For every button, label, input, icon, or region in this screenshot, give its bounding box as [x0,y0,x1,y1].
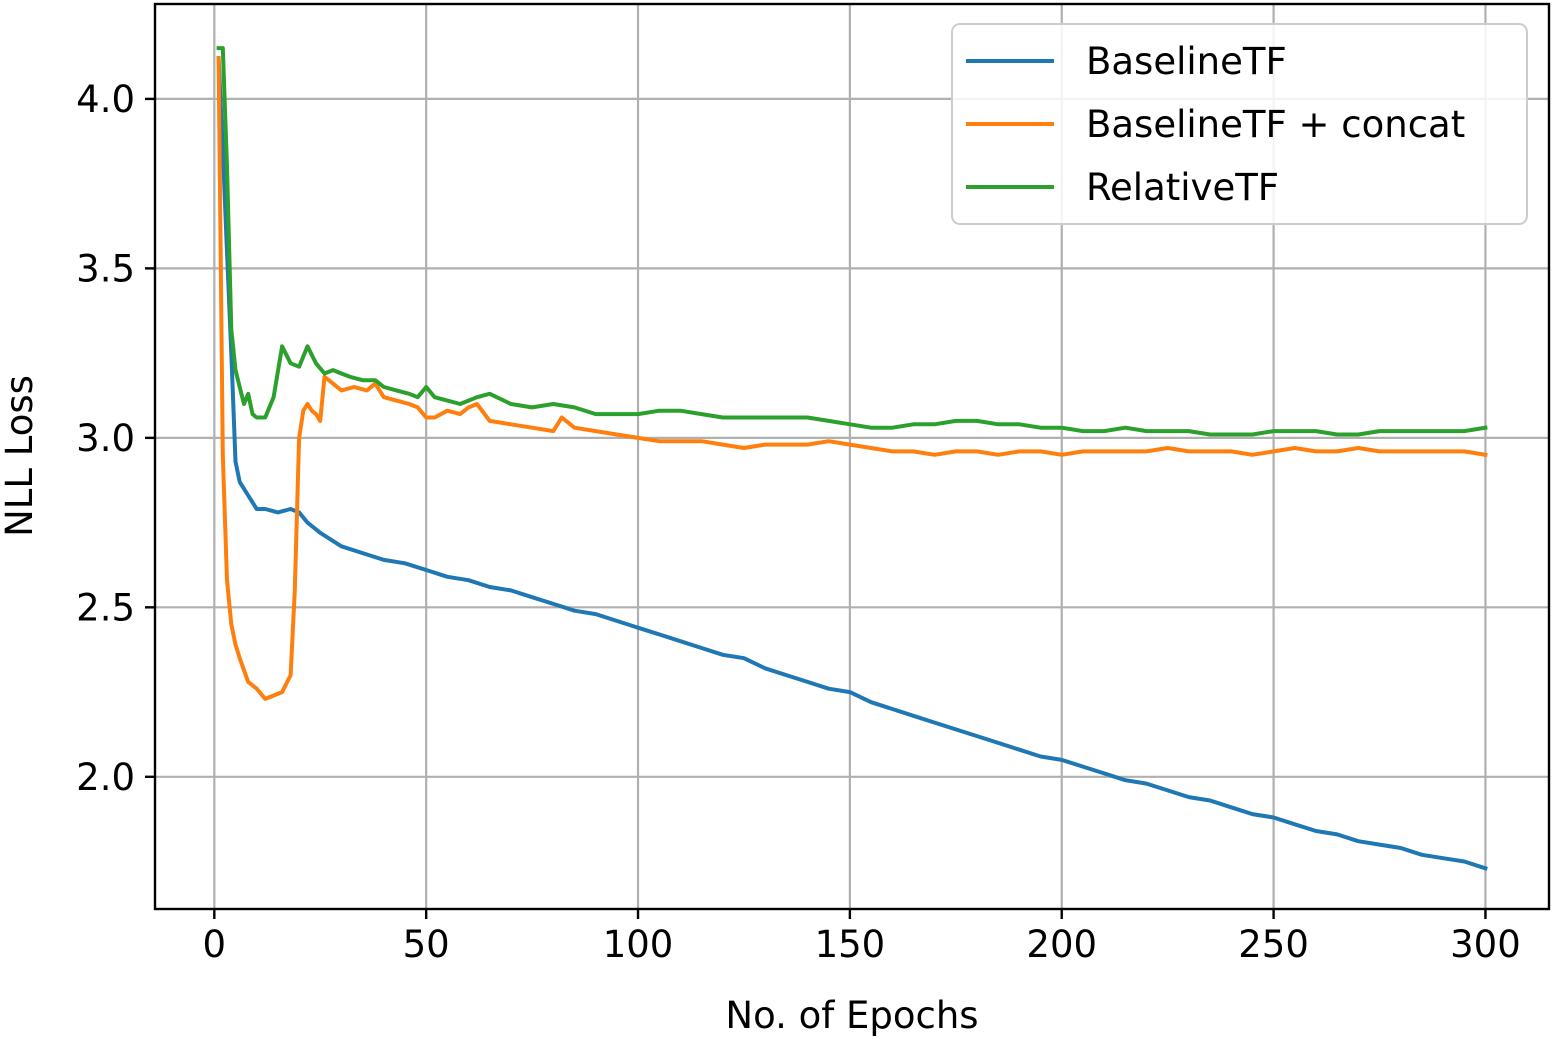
y-axis-label: NLL Loss [0,375,41,537]
plot-frame [153,2,1551,911]
y-tick-label: 3.0 [76,417,135,460]
series-line-baselinetf [216,56,1488,871]
x-tick-label: 50 [403,923,450,966]
x-tick-label: 200 [1026,923,1097,966]
y-tick-label: 2.0 [76,756,135,799]
legend-label: BaselineTF + concat [1086,103,1465,146]
x-tick-label: 150 [815,923,886,966]
y-tick-label: 2.5 [76,586,135,629]
series-line-relativetf [216,46,1488,437]
y-tick-label: 4.0 [76,78,135,121]
legend-label: BaselineTF [1086,40,1287,83]
y-axis-ticks: 2.0 2.5 3.0 3.5 4.0 [76,78,155,799]
series-layer [216,46,1488,871]
series-line-baselinetf-concat [216,56,1488,701]
legend-label: RelativeTF [1086,166,1279,209]
x-tick-label: 300 [1450,923,1521,966]
x-axis-label: No. of Epochs [725,994,978,1037]
x-tick-label: 100 [603,923,674,966]
x-tick-label: 250 [1238,923,1309,966]
legend: BaselineTF BaselineTF + concat RelativeTF [951,23,1528,225]
x-axis-ticks: 0 50 100 150 200 250 300 [203,909,1521,966]
legend-box [951,23,1528,225]
y-tick-label: 3.5 [76,247,135,290]
x-tick-label: 0 [203,923,227,966]
